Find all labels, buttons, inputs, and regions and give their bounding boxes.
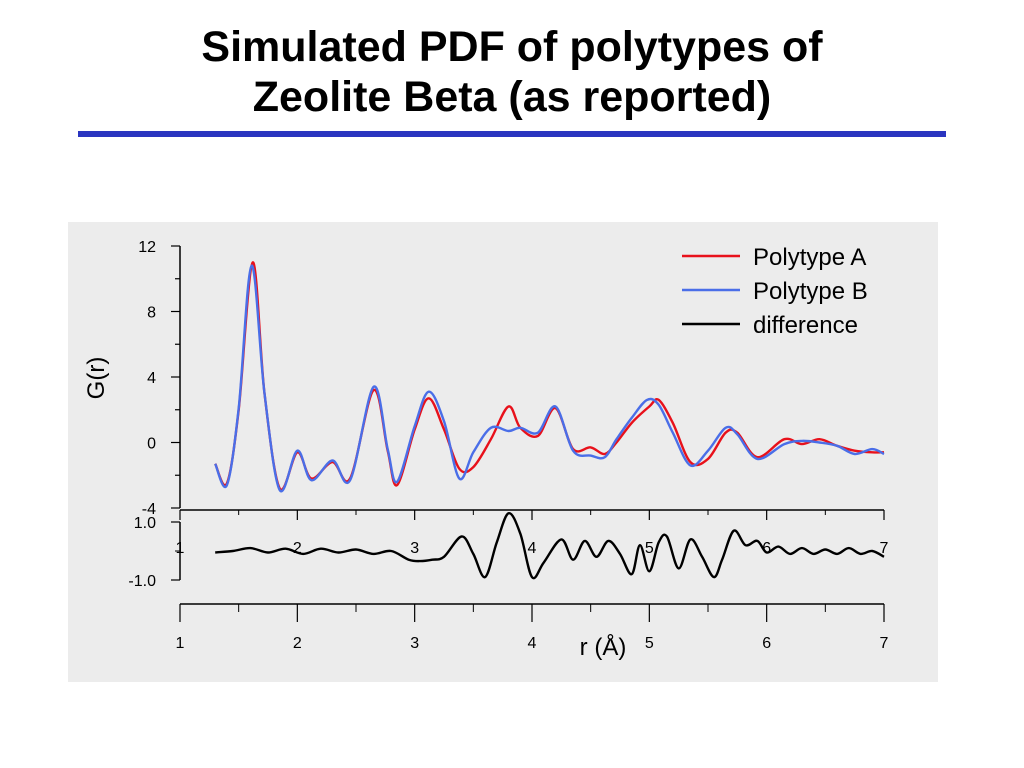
slide-title-line-2: Zeolite Beta (as reported) (252, 73, 772, 121)
lower-x-tick-label: 2 (293, 635, 302, 652)
upper-y-tick-label: -4 (142, 501, 156, 518)
upper-y-tick-label: 0 (147, 436, 156, 453)
upper-x-tick-label: 6 (762, 540, 771, 557)
x-axis-label: r (Å) (580, 633, 627, 661)
upper-x-tick-label: 5 (645, 540, 654, 557)
series-line-polytype-b (214, 264, 885, 493)
lower-y-tick-label: 1.0 (134, 515, 156, 532)
upper-x-tick-label: 4 (528, 540, 537, 557)
title-underline (78, 131, 946, 137)
upper-y-tick-label: 12 (138, 239, 156, 256)
lower-x-tick-label: 1 (176, 635, 185, 652)
upper-x-tick-label: 2 (293, 540, 302, 557)
lower-x-tick-label: 5 (645, 635, 654, 652)
upper-y-tick-label: 8 (147, 305, 156, 322)
lower-x-tick-label: 6 (762, 635, 771, 652)
lower-x-tick-label: 7 (880, 635, 889, 652)
legend-label-difference: difference (753, 312, 858, 339)
series-line-difference (215, 512, 885, 580)
upper-x-tick-label: 3 (410, 540, 419, 557)
lower-x-tick-label: 3 (410, 635, 419, 652)
slide-title: Simulated PDF of polytypes of Zeolite Be… (0, 22, 1024, 122)
legend-label-polytype-b: Polytype B (753, 278, 868, 305)
upper-y-tick-label: 4 (147, 370, 156, 387)
upper-y-axis-label: G(r) (83, 357, 110, 400)
lower-y-tick-label: -1.0 (128, 573, 156, 590)
slide-title-line-1: Simulated PDF of polytypes of (201, 23, 823, 71)
upper-x-tick-label: 7 (880, 540, 889, 557)
legend-label-polytype-a: Polytype A (753, 244, 866, 271)
lower-x-tick-label: 4 (528, 635, 537, 652)
chart-panel (68, 222, 938, 682)
